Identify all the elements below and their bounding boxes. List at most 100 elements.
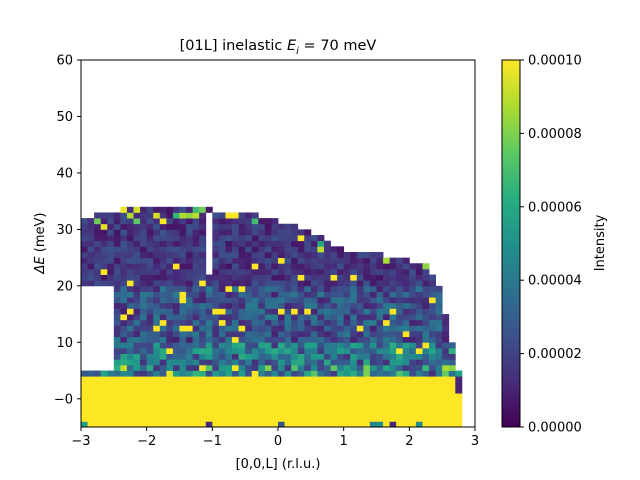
heatmap-cell xyxy=(310,353,318,360)
colorbar-tick-label: 0.00004 xyxy=(528,274,582,289)
heatmap-cell xyxy=(389,314,397,321)
heatmap-cell xyxy=(238,229,246,236)
heatmap-cell xyxy=(330,370,338,377)
heatmap-cell xyxy=(356,280,364,287)
heatmap-cell xyxy=(278,359,285,366)
heatmap-cell xyxy=(435,308,443,315)
heatmap-cell xyxy=(396,263,404,270)
heatmap-cell xyxy=(271,387,279,394)
y-tick-label: 30 xyxy=(56,223,73,238)
heatmap-cell xyxy=(297,410,305,417)
heatmap-cell xyxy=(179,353,187,360)
heatmap-cell xyxy=(435,404,443,411)
heatmap-cell xyxy=(356,421,364,427)
heatmap-cell xyxy=(435,302,443,309)
heatmap-cell xyxy=(435,359,443,366)
heatmap-cell xyxy=(350,387,358,394)
heatmap-cell xyxy=(409,359,417,366)
heatmap-cell xyxy=(159,285,167,292)
heatmap-cell xyxy=(264,410,272,417)
heatmap-cell xyxy=(186,359,194,366)
heatmap-cell xyxy=(81,387,88,394)
heatmap-cell xyxy=(153,297,161,304)
heatmap-cell xyxy=(278,398,285,405)
heatmap-cell xyxy=(402,331,410,338)
heatmap-cell xyxy=(140,325,148,332)
heatmap-cell xyxy=(356,336,364,343)
heatmap-cell xyxy=(383,302,391,309)
heatmap-cell xyxy=(212,387,220,394)
heatmap-cell xyxy=(363,302,371,309)
heatmap-cell xyxy=(383,280,391,287)
heatmap-cell xyxy=(369,387,377,394)
heatmap-cell xyxy=(284,359,292,366)
heatmap-cell xyxy=(350,410,358,417)
heatmap-cell xyxy=(291,308,299,315)
heatmap-cell xyxy=(159,223,167,230)
heatmap-cell xyxy=(166,370,174,377)
heatmap-cell xyxy=(225,285,233,292)
heatmap-cell xyxy=(258,268,266,275)
heatmap-cell xyxy=(422,421,430,427)
heatmap-cell xyxy=(258,331,266,338)
heatmap-cell xyxy=(120,415,128,422)
heatmap-cell xyxy=(179,297,187,304)
heatmap-cell xyxy=(212,364,220,371)
heatmap-cell xyxy=(435,387,443,394)
heatmap-cell xyxy=(323,274,331,281)
heatmap-cell xyxy=(317,387,325,394)
heatmap-cell xyxy=(343,280,351,287)
heatmap-cell xyxy=(310,314,318,321)
heatmap-cell xyxy=(225,212,233,219)
heatmap-cell xyxy=(350,319,358,326)
heatmap-cell xyxy=(376,291,384,298)
heatmap-cell xyxy=(363,263,371,270)
heatmap-cell xyxy=(356,325,364,332)
heatmap-cell xyxy=(402,302,410,309)
heatmap-cell xyxy=(323,342,331,349)
heatmap-cell xyxy=(251,421,259,427)
heatmap-cell xyxy=(159,336,167,343)
heatmap-cell xyxy=(363,393,371,400)
heatmap-cell xyxy=(87,404,95,411)
heatmap-cell xyxy=(87,218,95,225)
heatmap-cell xyxy=(278,240,285,247)
heatmap-cell xyxy=(166,218,174,225)
heatmap-cell xyxy=(337,353,345,360)
heatmap-cell xyxy=(251,415,259,422)
heatmap-cell xyxy=(186,404,194,411)
heatmap-cell xyxy=(297,319,305,326)
heatmap-cell xyxy=(258,280,266,287)
heatmap-cell xyxy=(422,297,430,304)
heatmap-cell xyxy=(186,268,194,275)
heatmap-cell xyxy=(284,325,292,332)
heatmap-cell xyxy=(107,376,115,383)
heatmap-cell xyxy=(192,387,200,394)
heatmap-cell xyxy=(153,376,161,383)
heatmap-cell xyxy=(232,421,239,427)
heatmap-cell xyxy=(323,370,331,377)
heatmap-cell xyxy=(218,246,226,253)
heatmap-cell xyxy=(166,387,174,394)
heatmap-cell xyxy=(284,342,292,349)
heatmap-cell xyxy=(310,410,318,417)
heatmap-cell xyxy=(153,336,161,343)
heatmap-cell xyxy=(126,218,134,225)
heatmap-cell xyxy=(166,308,174,315)
heatmap-cell xyxy=(107,393,115,400)
heatmap-cell xyxy=(186,223,194,230)
heatmap-cell xyxy=(396,398,404,405)
y-tick-label: 60 xyxy=(56,54,73,69)
heatmap-cell xyxy=(113,308,121,315)
heatmap-cell xyxy=(310,364,318,371)
heatmap-cell xyxy=(317,291,325,298)
heatmap-cell xyxy=(330,257,338,264)
heatmap-cell xyxy=(126,251,134,259)
heatmap-cell xyxy=(120,240,128,247)
heatmap-cell xyxy=(81,274,88,281)
heatmap-cell xyxy=(278,302,285,309)
heatmap-cell xyxy=(323,268,331,275)
heatmap-cell xyxy=(310,387,318,394)
heatmap-cell xyxy=(225,387,233,394)
heatmap-cell xyxy=(376,251,384,259)
